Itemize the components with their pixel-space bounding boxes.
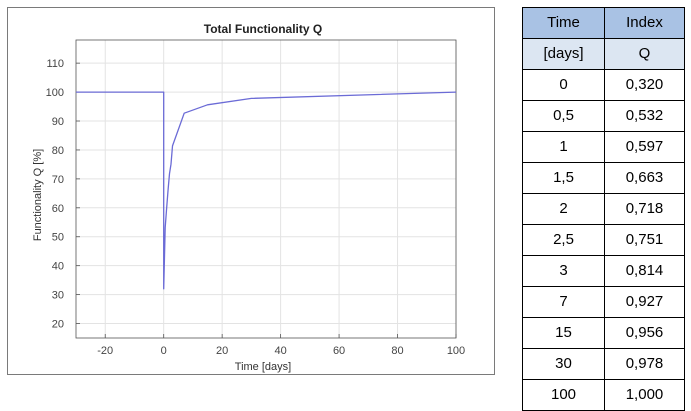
header-index-unit: Q [604, 38, 685, 70]
y-tick-label: 90 [52, 116, 64, 128]
time-cell: 7 [522, 286, 605, 318]
y-axis-label: Functionality Q [%] [32, 149, 44, 241]
y-tick-label: 70 [52, 174, 64, 186]
table-body: Time Index [days] Q 0 0,320 0,5 0,532 1 0,597… [522, 7, 685, 411]
time-cell: 15 [522, 317, 605, 349]
time-cell: 3 [522, 255, 605, 287]
table-row: 1 0,597 [522, 131, 685, 163]
x-tick-label: 40 [274, 345, 286, 357]
y-tick-label: 50 [52, 232, 64, 244]
time-cell: 0,5 [522, 100, 605, 132]
index-cell: 0,956 [604, 317, 685, 349]
plot-frame [75, 39, 457, 339]
table-row: 7 0,927 [522, 286, 685, 318]
index-cell: 0,597 [604, 131, 685, 163]
x-tick-label: 80 [391, 345, 403, 357]
table-header-row: Time Index [522, 7, 685, 39]
index-cell: 0,663 [604, 162, 685, 194]
index-cell: 0,814 [604, 255, 685, 287]
table-row: 3 0,814 [522, 255, 685, 287]
plot-area [76, 40, 456, 338]
index-cell: 1,000 [604, 379, 685, 411]
table-row: 15 0,956 [522, 317, 685, 349]
table-row: 2 0,718 [522, 193, 685, 225]
header-time: Time [522, 7, 605, 39]
time-cell: 0 [522, 69, 605, 101]
table-row: 0,5 0,532 [522, 100, 685, 132]
header-time-unit: [days] [522, 38, 605, 70]
chart-title: Total Functionality Q [204, 22, 322, 36]
time-cell: 100 [522, 379, 605, 411]
y-tick-label: 110 [46, 58, 64, 70]
x-tick-label: 0 [161, 345, 167, 357]
series-line [76, 91, 457, 290]
index-cell: 0,718 [604, 193, 685, 225]
table-row: 100 1,000 [522, 379, 685, 411]
functionality-chart: Total Functionality Q Time [days] Functi… [32, 22, 465, 373]
table-row: 0 0,320 [522, 69, 685, 101]
time-cell: 2 [522, 193, 605, 225]
index-cell: 0,532 [604, 100, 685, 132]
index-cell: 0,751 [604, 224, 685, 256]
y-tick-label: 80 [52, 145, 64, 157]
table-row: 1,5 0,663 [522, 162, 685, 194]
index-cell: 0,320 [604, 69, 685, 101]
data-table: Time Index [days] Q 0 0,320 0,5 0,532 1 0,597… [522, 7, 685, 411]
x-tick-label: 20 [216, 345, 228, 357]
index-cell: 0,927 [604, 286, 685, 318]
table-row: 2,5 0,751 [522, 224, 685, 256]
time-cell: 2,5 [522, 224, 605, 256]
x-tick-label: -20 [97, 345, 113, 357]
time-cell: 30 [522, 348, 605, 380]
chart-panel: Total Functionality Q Time [days] Functi… [7, 7, 495, 375]
x-axis-label: Time [days] [235, 361, 291, 373]
x-tick-label: 100 [447, 345, 465, 357]
y-tick-label: 60 [52, 203, 64, 215]
time-cell: 1 [522, 131, 605, 163]
y-tick-label: 20 [52, 319, 64, 331]
table-row: 30 0,978 [522, 348, 685, 380]
x-tick-label: 60 [333, 345, 345, 357]
y-tick-label: 100 [46, 87, 64, 99]
y-tick-label: 30 [52, 290, 64, 302]
index-cell: 0,978 [604, 348, 685, 380]
table-subheader-row: [days] Q [522, 38, 685, 70]
time-cell: 1,5 [522, 162, 605, 194]
header-index: Index [604, 7, 685, 39]
y-tick-label: 40 [52, 261, 64, 273]
